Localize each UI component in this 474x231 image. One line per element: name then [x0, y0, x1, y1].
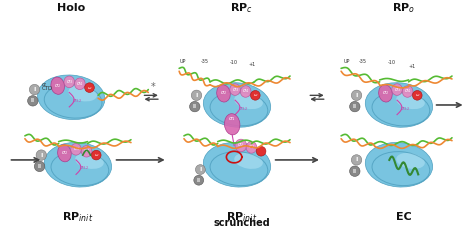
Ellipse shape [217, 85, 230, 102]
Text: II: II [353, 169, 357, 174]
Ellipse shape [379, 85, 392, 102]
Circle shape [350, 166, 360, 176]
Circle shape [194, 175, 204, 185]
Text: RP$_o$: RP$_o$ [392, 1, 415, 15]
Ellipse shape [58, 145, 71, 162]
Ellipse shape [64, 76, 74, 88]
Text: I: I [356, 158, 358, 162]
Text: $\omega$: $\omega$ [253, 92, 258, 98]
Ellipse shape [240, 86, 251, 97]
Text: II: II [197, 178, 201, 183]
Ellipse shape [225, 114, 240, 135]
Circle shape [29, 84, 40, 95]
Text: $\sigma_4$: $\sigma_4$ [242, 88, 249, 95]
Text: UP: UP [179, 59, 185, 64]
Circle shape [85, 83, 94, 92]
Text: CTD: CTD [42, 86, 53, 91]
Ellipse shape [37, 75, 105, 120]
Text: UP: UP [344, 59, 350, 64]
Circle shape [36, 150, 46, 160]
Text: II: II [353, 104, 357, 109]
Text: $\alpha$: $\alpha$ [42, 81, 47, 88]
Text: *: * [151, 82, 156, 91]
Text: I: I [40, 153, 43, 158]
Circle shape [191, 90, 202, 100]
Text: I: I [356, 93, 358, 98]
Text: -10: -10 [229, 61, 237, 66]
Ellipse shape [71, 143, 82, 155]
Text: $\sigma_{3.2}$: $\sigma_{3.2}$ [72, 97, 82, 105]
Text: +1: +1 [409, 64, 416, 69]
Text: -35: -35 [201, 59, 209, 64]
Ellipse shape [75, 153, 104, 169]
Text: II: II [193, 104, 197, 109]
Text: $\sigma_2$: $\sigma_2$ [237, 142, 244, 149]
Ellipse shape [235, 139, 246, 152]
Ellipse shape [365, 83, 433, 127]
Circle shape [256, 146, 266, 156]
Ellipse shape [365, 143, 433, 187]
Text: RP$_{init}$: RP$_{init}$ [226, 210, 257, 224]
Text: $\omega$: $\omega$ [415, 92, 420, 98]
Text: $\sigma_4$: $\sigma_4$ [76, 80, 83, 88]
Text: RP$_c$: RP$_c$ [230, 1, 253, 15]
Circle shape [34, 161, 45, 172]
Circle shape [350, 101, 360, 112]
Text: II: II [37, 164, 42, 169]
Text: +1: +1 [248, 62, 256, 67]
Ellipse shape [51, 77, 64, 94]
Text: $\sigma_2$: $\sigma_2$ [382, 89, 389, 97]
Circle shape [27, 96, 38, 106]
Ellipse shape [203, 83, 271, 127]
Circle shape [91, 150, 101, 160]
Text: -10: -10 [387, 61, 395, 66]
Ellipse shape [44, 143, 111, 187]
Text: $\omega$: $\omega$ [87, 85, 92, 91]
Ellipse shape [68, 85, 97, 101]
Text: I: I [195, 93, 198, 98]
Ellipse shape [396, 153, 425, 169]
Text: $\sigma_3$: $\sigma_3$ [73, 145, 80, 153]
Ellipse shape [74, 78, 85, 90]
Ellipse shape [402, 86, 413, 97]
Text: $\sigma_4$: $\sigma_4$ [83, 147, 90, 155]
Text: $\sigma_2$: $\sigma_2$ [220, 89, 227, 97]
Text: $\sigma_3$: $\sigma_3$ [232, 86, 238, 94]
Circle shape [190, 101, 200, 112]
Text: scrunched: scrunched [213, 219, 270, 228]
Circle shape [250, 91, 260, 100]
Ellipse shape [230, 84, 240, 95]
Text: $\sigma_{3.2}$: $\sigma_{3.2}$ [400, 105, 410, 113]
Text: I: I [199, 167, 201, 172]
Text: $\sigma_3$: $\sigma_3$ [393, 86, 401, 94]
Text: Holo: Holo [57, 3, 85, 13]
Text: $\omega$: $\omega$ [94, 152, 99, 158]
Text: $\sigma_4$: $\sigma_4$ [404, 88, 411, 95]
Text: EC: EC [396, 212, 411, 222]
Text: $\sigma_{3.2}$: $\sigma_{3.2}$ [79, 164, 89, 173]
Text: $\sigma_1$: $\sigma_1$ [228, 116, 236, 123]
Ellipse shape [234, 93, 263, 109]
Ellipse shape [396, 93, 425, 109]
Text: $\sigma_3$: $\sigma_3$ [66, 78, 73, 86]
Ellipse shape [203, 143, 271, 187]
Text: $\sigma_2$: $\sigma_2$ [54, 82, 61, 90]
Text: I: I [33, 87, 36, 92]
Text: $\sigma_2$: $\sigma_2$ [61, 149, 68, 157]
Ellipse shape [82, 146, 92, 157]
Circle shape [412, 91, 422, 100]
Ellipse shape [246, 142, 257, 153]
Circle shape [351, 90, 362, 100]
Text: $\sigma_3$: $\sigma_3$ [248, 143, 255, 151]
Ellipse shape [234, 153, 263, 169]
Circle shape [351, 155, 362, 165]
Text: $\sigma_{3.2}$: $\sigma_{3.2}$ [238, 105, 248, 113]
Ellipse shape [392, 84, 402, 95]
Circle shape [195, 165, 205, 174]
Text: -35: -35 [358, 59, 366, 64]
Text: II: II [31, 98, 35, 103]
Text: RP$_{init}$: RP$_{init}$ [62, 210, 94, 224]
